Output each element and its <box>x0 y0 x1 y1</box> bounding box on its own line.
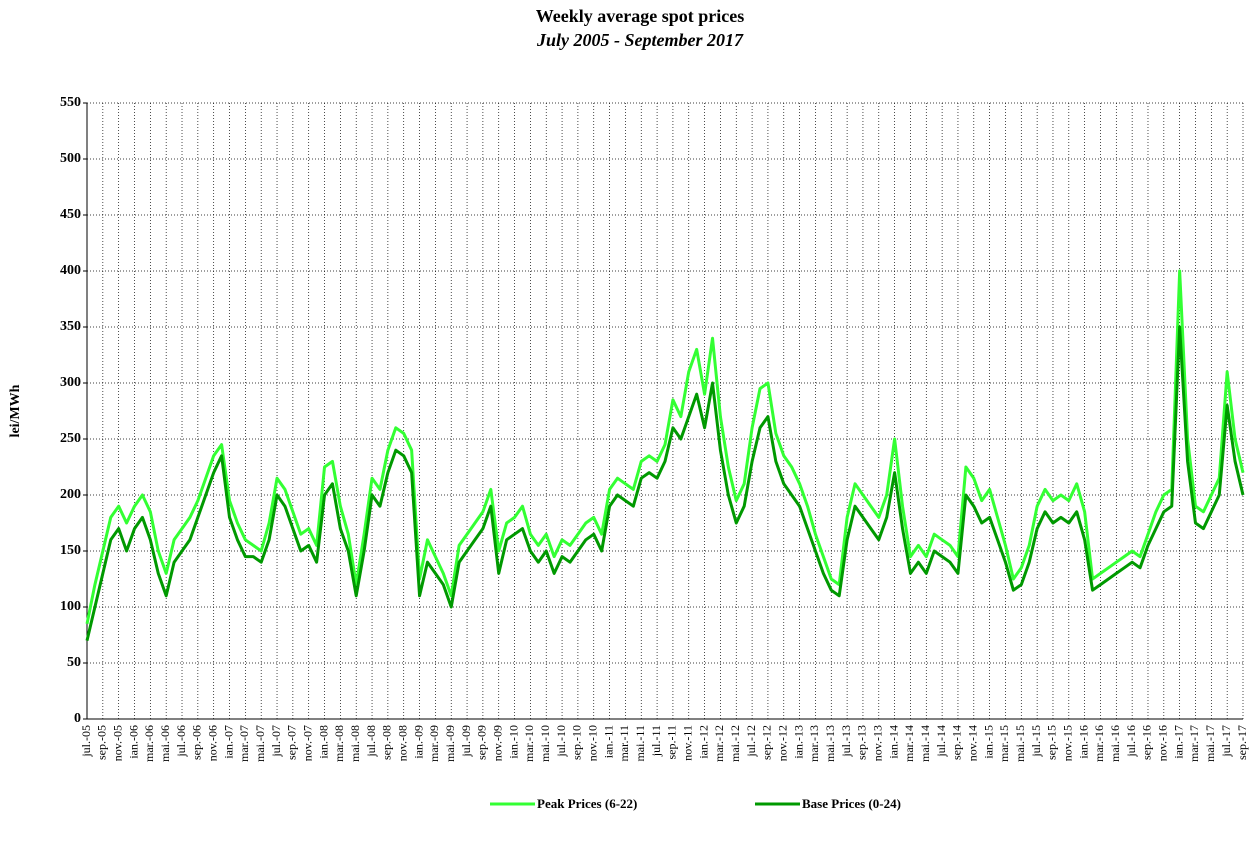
x-tick-label: sep.-06 <box>190 725 204 760</box>
x-tick-label: sep.-07 <box>285 725 299 760</box>
x-tick-label: jul.-10 <box>554 725 568 758</box>
x-tick-label: mai.-08 <box>348 725 362 762</box>
chart-title: Weekly average spot prices <box>536 6 744 26</box>
x-tick-label: nov.-09 <box>490 725 504 761</box>
x-tick-label: jul.-16 <box>1124 725 1138 758</box>
x-tick-label: mar.-13 <box>807 725 821 762</box>
x-tick-label: ian.-08 <box>316 725 330 759</box>
x-tick-label: mar.-10 <box>522 725 536 762</box>
x-tick-label: jul.-05 <box>79 725 93 758</box>
x-tick-label: sep.-14 <box>950 725 964 760</box>
x-tick-label: jul.-14 <box>934 725 948 758</box>
x-tick-label: ian.-14 <box>886 725 900 759</box>
x-tick-label: ian.-16 <box>1076 725 1090 759</box>
x-tick-label: jul.-06 <box>174 725 188 758</box>
x-tick-label: nov.-14 <box>966 725 980 761</box>
x-tick-label: sep.-09 <box>475 725 489 760</box>
x-tick-label: nov.-11 <box>681 725 695 761</box>
x-tick-label: nov.-05 <box>110 725 124 761</box>
x-tick-label: mar.-07 <box>237 725 251 762</box>
x-tick-label: ian.-06 <box>126 725 140 759</box>
x-tick-label: jul.-17 <box>1219 725 1233 758</box>
x-tick-label: mai.-11 <box>633 725 647 762</box>
x-tick-label: sep.-05 <box>95 725 109 760</box>
x-tick-label: mai.-13 <box>823 725 837 762</box>
x-tick-label: mai.-12 <box>728 725 742 762</box>
legend: Peak Prices (6-22) Base Prices (0-24) <box>490 796 901 811</box>
x-tick-label: nov.-08 <box>395 725 409 761</box>
x-tick-label: mai.-16 <box>1108 725 1122 762</box>
x-tick-label: mai.-14 <box>918 725 932 762</box>
x-tick-label: mar.-11 <box>617 725 631 762</box>
y-tick-label: 350 <box>60 319 81 334</box>
y-tick-label: 500 <box>60 151 81 166</box>
x-tick-label: ian.-11 <box>601 725 615 758</box>
x-tick-label: nov.-06 <box>205 725 219 761</box>
y-tick-label: 150 <box>60 543 81 558</box>
x-tick-label: nov.-07 <box>300 725 314 761</box>
x-tick-label: jul.-07 <box>269 725 283 758</box>
x-tick-label: mar.-12 <box>712 725 726 762</box>
x-tick-label: mar.-06 <box>142 725 156 762</box>
x-tick-label: jul.-15 <box>1029 725 1043 758</box>
y-tick-label: 100 <box>60 599 81 614</box>
x-tick-label: mar.-09 <box>427 725 441 762</box>
x-tick-label: sep.-08 <box>380 725 394 760</box>
y-tick-label: 400 <box>60 263 81 278</box>
x-tick-label: sep.-15 <box>1045 725 1059 760</box>
x-tick-label: mai.-07 <box>253 725 267 762</box>
x-tick-label: sep.-12 <box>760 725 774 760</box>
x-tick-label: ian.-13 <box>791 725 805 759</box>
x-tick-label: sep.-17 <box>1235 725 1249 760</box>
x-tick-label: mai.-09 <box>443 725 457 762</box>
y-tick-label: 200 <box>60 487 81 502</box>
x-tick-label: sep.-13 <box>855 725 869 760</box>
x-tick-label: mar.-15 <box>997 725 1011 762</box>
x-tick-label: jul.-13 <box>839 725 853 758</box>
x-tick-label: jul.-08 <box>364 725 378 758</box>
x-tick-label: sep.-11 <box>665 725 679 760</box>
y-tick-label: 0 <box>74 711 81 726</box>
x-tick-label: nov.-10 <box>585 725 599 761</box>
x-tick-label: mar.-14 <box>902 725 916 762</box>
x-tick-label: jul.-12 <box>744 725 758 758</box>
x-tick-label: mai.-17 <box>1203 725 1217 762</box>
y-tick-label: 450 <box>60 207 81 222</box>
series-line <box>85 325 1245 641</box>
x-tick-label: ian.-12 <box>696 725 710 759</box>
x-tick-label: nov.-15 <box>1061 725 1075 761</box>
y-tick-label: 550 <box>60 95 81 110</box>
y-tick-label: 50 <box>67 655 81 670</box>
series-line <box>85 269 1245 625</box>
x-tick-label: mai.-15 <box>1013 725 1027 762</box>
x-tick-label: mar.-08 <box>332 725 346 762</box>
x-tick-label: mai.-10 <box>538 725 552 762</box>
x-tick-label: mar.-17 <box>1187 725 1201 762</box>
legend-label: Peak Prices (6-22) <box>537 796 637 811</box>
chart-subtitle: July 2005 - September 2017 <box>536 30 744 50</box>
x-tick-label: ian.-10 <box>506 725 520 759</box>
x-tick-label: jul.-11 <box>649 725 663 757</box>
x-tick-label: sep.-16 <box>1140 725 1154 760</box>
x-tick-label: nov.-12 <box>776 725 790 761</box>
x-tick-label: ian.-07 <box>221 725 235 759</box>
x-tick-label: ian.-15 <box>981 725 995 759</box>
x-tick-label: ian.-09 <box>411 725 425 759</box>
x-tick-label: nov.-13 <box>871 725 885 761</box>
y-tick-label: 300 <box>60 375 81 390</box>
y-tick-label: 250 <box>60 431 81 446</box>
x-tick-label: jul.-09 <box>459 725 473 758</box>
x-tick-label: nov.-16 <box>1156 725 1170 761</box>
legend-label: Base Prices (0-24) <box>802 796 901 811</box>
x-tick-label: mai.-06 <box>158 725 172 762</box>
y-axis-label: lei/MWh <box>8 384 23 437</box>
x-tick-label: ian.-17 <box>1171 725 1185 759</box>
x-tick-label: sep.-10 <box>570 725 584 760</box>
x-tick-label: mar.-16 <box>1092 725 1106 762</box>
